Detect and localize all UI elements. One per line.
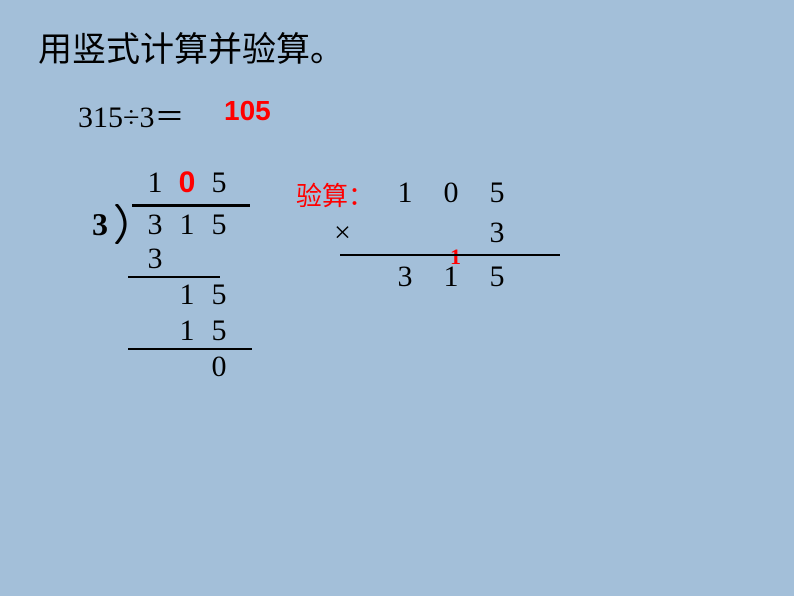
problem-expression: 315÷3＝ [78, 92, 184, 136]
multiplier-digit: 3 [482, 216, 512, 250]
problem-answer: 105 [224, 95, 271, 127]
multiplicand-digit: 5 [482, 176, 512, 210]
check-label: 验算： [296, 176, 374, 213]
product-digit: 3 [390, 260, 420, 294]
dividend-digit: 1 [172, 208, 202, 242]
quotient-digit: 1 [140, 166, 170, 200]
quotient-digit: 5 [204, 166, 234, 200]
work-digit: 1 [172, 314, 202, 348]
mult-line [340, 254, 560, 256]
division-bracket [112, 204, 136, 244]
work-digit: 3 [140, 242, 170, 276]
divisor: 3 [92, 206, 108, 243]
dividend-digit: 5 [204, 208, 234, 242]
quotient-digit: 0 [172, 166, 202, 200]
work-digit: 1 [172, 278, 202, 312]
multiplicand-digit: 0 [436, 176, 466, 210]
multiply-sign: × [334, 216, 351, 250]
dividend-digit: 3 [140, 208, 170, 242]
work-digit: 0 [204, 350, 234, 384]
multiplicand-digit: 1 [390, 176, 420, 210]
work-digit: 5 [204, 278, 234, 312]
product-digit: 1 [436, 260, 466, 294]
product-digit: 5 [482, 260, 512, 294]
work-digit: 5 [204, 314, 234, 348]
heading: 用竖式计算并验算。 [38, 22, 344, 71]
division-bar [132, 204, 250, 207]
